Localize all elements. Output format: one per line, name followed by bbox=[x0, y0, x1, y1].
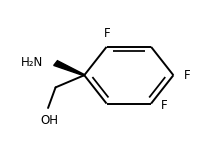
Text: F: F bbox=[104, 27, 110, 40]
Polygon shape bbox=[54, 61, 85, 76]
Text: OH: OH bbox=[40, 114, 58, 127]
Text: F: F bbox=[184, 69, 191, 82]
Text: H₂N: H₂N bbox=[21, 56, 43, 69]
Text: F: F bbox=[160, 99, 167, 112]
